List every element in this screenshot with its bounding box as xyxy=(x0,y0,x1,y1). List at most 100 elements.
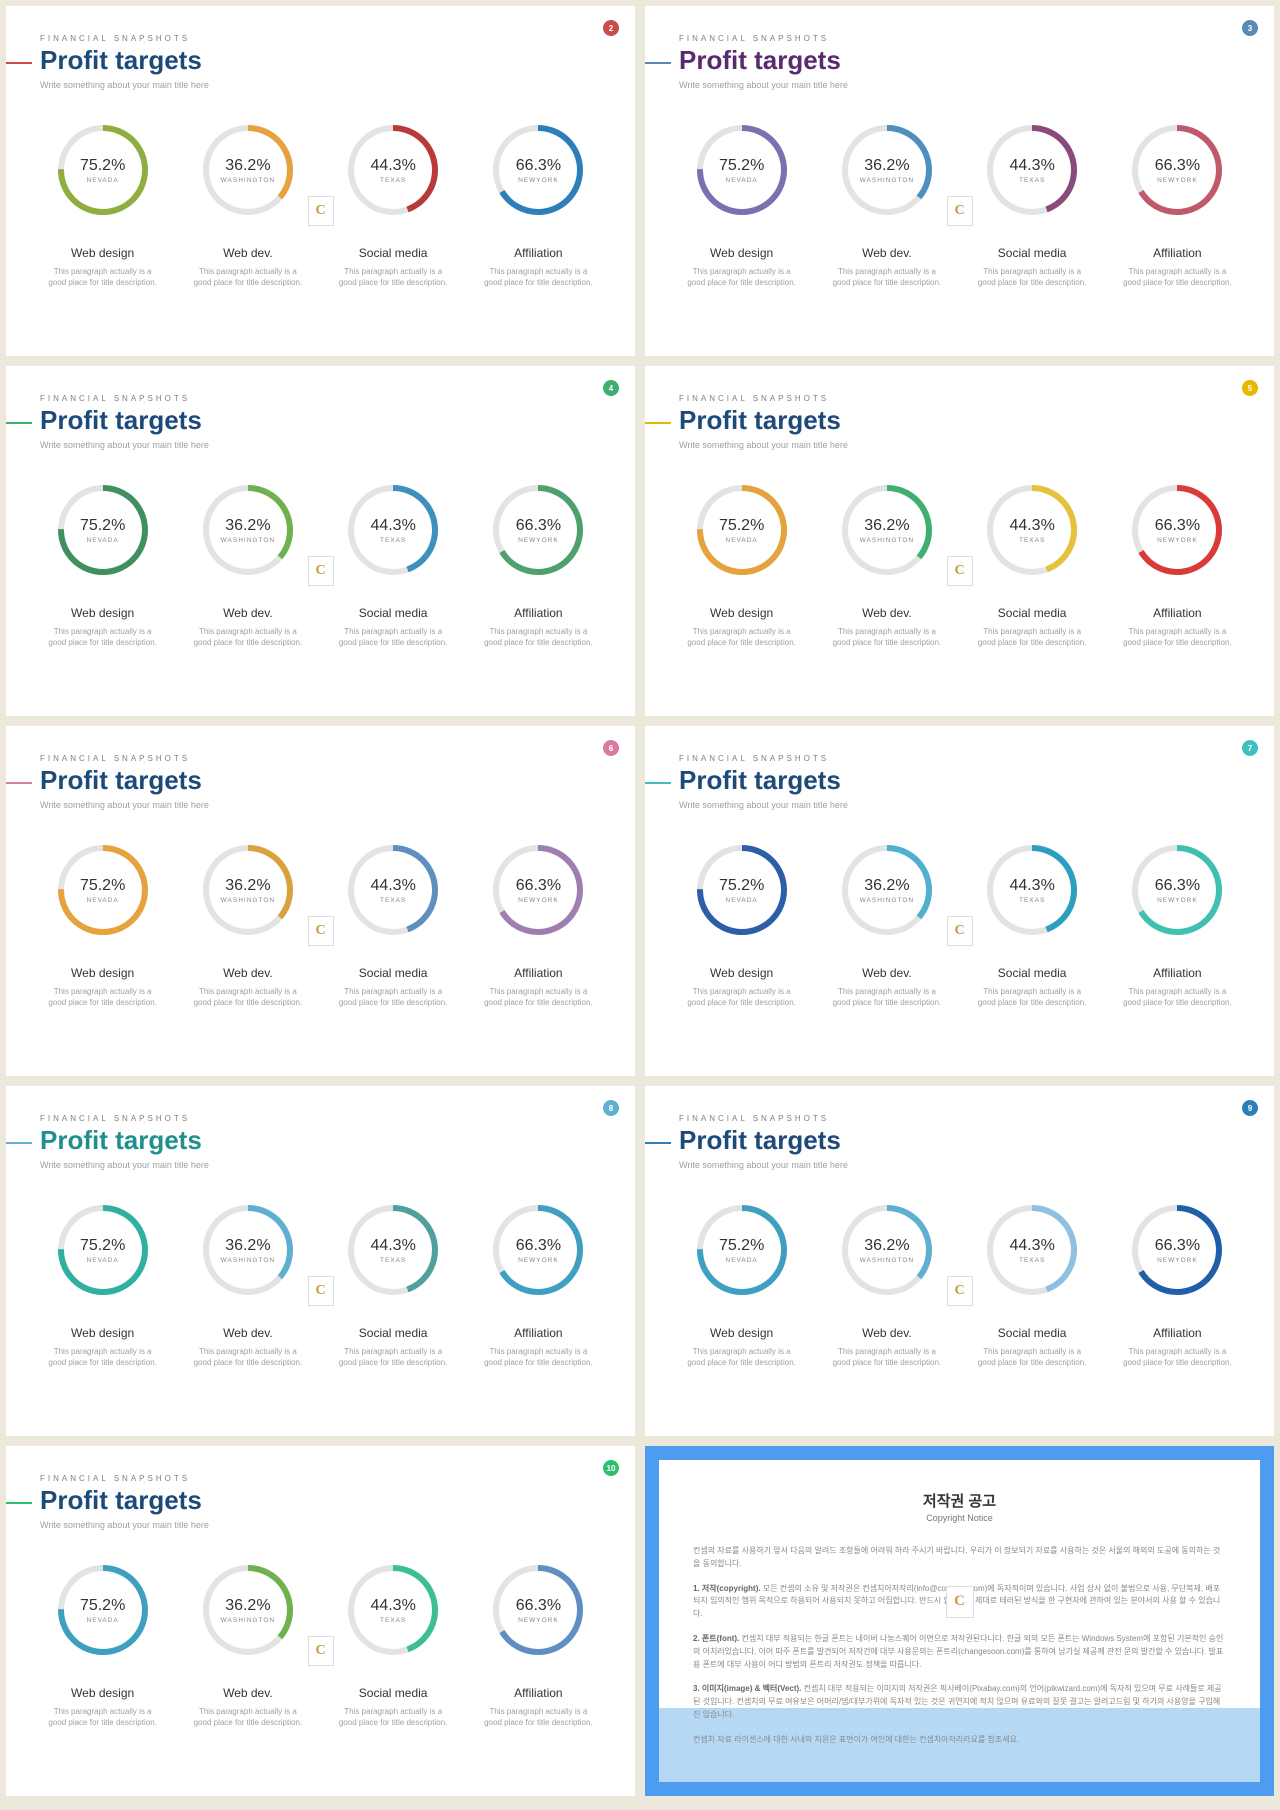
logo-chip: C xyxy=(308,1636,334,1666)
metric-block: 44.3% TEXAS Social media This paragraph … xyxy=(321,1562,466,1728)
metric-block: 66.3% NEWYORK Affiliation This paragraph… xyxy=(1105,122,1250,288)
metric-block: 44.3% TEXAS Social media This paragraph … xyxy=(321,122,466,288)
metric-state: TEXAS xyxy=(380,897,406,904)
notice-intro: 컨셉의 자료를 사용하기 앞서 다음의 알려드 조항들에 어려워 하라 주시기 … xyxy=(693,1545,1226,1571)
metric-blurb: This paragraph actually is a good place … xyxy=(1122,626,1232,648)
metric-state: TEXAS xyxy=(380,537,406,544)
donut-center: 66.3% NEWYORK xyxy=(490,842,586,938)
metric-percent: 36.2% xyxy=(864,517,909,535)
metric-category: Web dev. xyxy=(223,1326,273,1340)
metric-block: 36.2% WASHINGTON Web dev. This paragraph… xyxy=(175,122,320,288)
metric-state: NEVADA xyxy=(726,537,758,544)
profit-targets-slide: FINANCIAL SNAPSHOTS Profit targets Write… xyxy=(6,366,635,716)
metric-block: 66.3% NEWYORK Affiliation This paragraph… xyxy=(466,1562,611,1728)
metric-category: Social media xyxy=(359,966,428,980)
logo-chip: C xyxy=(947,1276,973,1306)
metric-category: Web design xyxy=(710,1326,773,1340)
donut-chart: 44.3% TEXAS xyxy=(984,1202,1080,1298)
metric-category: Social media xyxy=(359,246,428,260)
metric-blurb: This paragraph actually is a good place … xyxy=(1122,1346,1232,1368)
metric-category: Social media xyxy=(359,1326,428,1340)
donut-center: 44.3% TEXAS xyxy=(984,842,1080,938)
donut-chart: 36.2% WASHINGTON xyxy=(200,482,296,578)
donut-chart: 75.2% NEVADA xyxy=(55,842,151,938)
metric-percent: 75.2% xyxy=(80,157,125,175)
metric-state: NEVADA xyxy=(87,537,119,544)
donut-center: 36.2% WASHINGTON xyxy=(839,482,935,578)
metric-percent: 36.2% xyxy=(864,157,909,175)
slide-subtitle: Write something about your main title he… xyxy=(40,1160,611,1170)
page-number-badge: 2 xyxy=(603,20,619,36)
donut-chart: 44.3% TEXAS xyxy=(345,842,441,938)
donut-chart: 75.2% NEVADA xyxy=(55,1562,151,1658)
metric-blurb: This paragraph actually is a good place … xyxy=(687,1346,797,1368)
metric-blurb: This paragraph actually is a good place … xyxy=(338,266,448,288)
metric-blurb: This paragraph actually is a good place … xyxy=(193,1706,303,1728)
metric-state: TEXAS xyxy=(380,1257,406,1264)
donut-chart: 66.3% NEWYORK xyxy=(490,1562,586,1658)
slide-subtitle: Write something about your main title he… xyxy=(679,440,1250,450)
metric-category: Social media xyxy=(998,246,1067,260)
metric-blurb: This paragraph actually is a good place … xyxy=(193,266,303,288)
donut-center: 44.3% TEXAS xyxy=(345,842,441,938)
metric-percent: 36.2% xyxy=(225,1237,270,1255)
metric-block: 75.2% NEVADA Web design This paragraph a… xyxy=(30,122,175,288)
metric-state: NEVADA xyxy=(726,1257,758,1264)
metric-block: 36.2% WASHINGTON Web dev. This paragraph… xyxy=(814,122,959,288)
donut-chart: 66.3% NEWYORK xyxy=(490,122,586,218)
metric-percent: 66.3% xyxy=(516,517,561,535)
page-number-badge: 5 xyxy=(1242,380,1258,396)
metric-percent: 44.3% xyxy=(1009,517,1054,535)
donut-chart: 36.2% WASHINGTON xyxy=(839,122,935,218)
donut-center: 44.3% TEXAS xyxy=(345,1202,441,1298)
metric-block: 36.2% WASHINGTON Web dev. This paragraph… xyxy=(814,842,959,1008)
donut-center: 36.2% WASHINGTON xyxy=(839,1202,935,1298)
metric-category: Web design xyxy=(71,966,134,980)
logo-chip: C xyxy=(947,556,973,586)
metric-percent: 36.2% xyxy=(225,517,270,535)
metric-blurb: This paragraph actually is a good place … xyxy=(193,626,303,648)
donut-center: 44.3% TEXAS xyxy=(345,482,441,578)
logo-chip: C xyxy=(308,1276,334,1306)
profit-targets-slide: FINANCIAL SNAPSHOTS Profit targets Write… xyxy=(645,6,1274,356)
metric-state: WASHINGTON xyxy=(860,897,914,904)
metric-block: 75.2% NEVADA Web design This paragraph a… xyxy=(669,482,814,648)
donut-center: 44.3% TEXAS xyxy=(984,482,1080,578)
donut-chart: 36.2% WASHINGTON xyxy=(200,842,296,938)
metric-category: Web dev. xyxy=(862,1326,912,1340)
metric-blurb: This paragraph actually is a good place … xyxy=(687,986,797,1008)
metric-percent: 36.2% xyxy=(225,157,270,175)
metric-block: 44.3% TEXAS Social media This paragraph … xyxy=(321,842,466,1008)
metric-block: 36.2% WASHINGTON Web dev. This paragraph… xyxy=(814,1202,959,1368)
metric-blurb: This paragraph actually is a good place … xyxy=(832,266,942,288)
slide-subtitle: Write something about your main title he… xyxy=(679,800,1250,810)
metric-category: Affiliation xyxy=(1153,606,1201,620)
page-number-badge: 4 xyxy=(603,380,619,396)
metric-block: 44.3% TEXAS Social media This paragraph … xyxy=(960,1202,1105,1368)
metric-percent: 44.3% xyxy=(1009,157,1054,175)
metric-block: 66.3% NEWYORK Affiliation This paragraph… xyxy=(466,842,611,1008)
slide-eyebrow: FINANCIAL SNAPSHOTS xyxy=(40,754,611,763)
metric-state: NEVADA xyxy=(87,1617,119,1624)
metric-state: NEWYORK xyxy=(1157,537,1198,544)
metric-blurb: This paragraph actually is a good place … xyxy=(338,1346,448,1368)
donut-center: 44.3% TEXAS xyxy=(345,122,441,218)
metric-category: Affiliation xyxy=(514,1326,562,1340)
metric-category: Web design xyxy=(710,966,773,980)
metric-percent: 66.3% xyxy=(516,877,561,895)
metric-state: NEVADA xyxy=(726,177,758,184)
metric-percent: 44.3% xyxy=(370,517,415,535)
metrics-row: 75.2% NEVADA Web design This paragraph a… xyxy=(30,482,611,648)
accent-bar xyxy=(6,1142,32,1144)
metric-percent: 66.3% xyxy=(1155,877,1200,895)
donut-center: 75.2% NEVADA xyxy=(694,842,790,938)
metric-category: Affiliation xyxy=(514,1686,562,1700)
donut-chart: 66.3% NEWYORK xyxy=(1129,1202,1225,1298)
metric-state: NEVADA xyxy=(87,177,119,184)
metric-blurb: This paragraph actually is a good place … xyxy=(193,986,303,1008)
metric-category: Affiliation xyxy=(514,966,562,980)
slide-subtitle: Write something about your main title he… xyxy=(40,80,611,90)
metric-category: Web dev. xyxy=(862,966,912,980)
metric-blurb: This paragraph actually is a good place … xyxy=(483,1346,593,1368)
donut-center: 75.2% NEVADA xyxy=(55,1562,151,1658)
